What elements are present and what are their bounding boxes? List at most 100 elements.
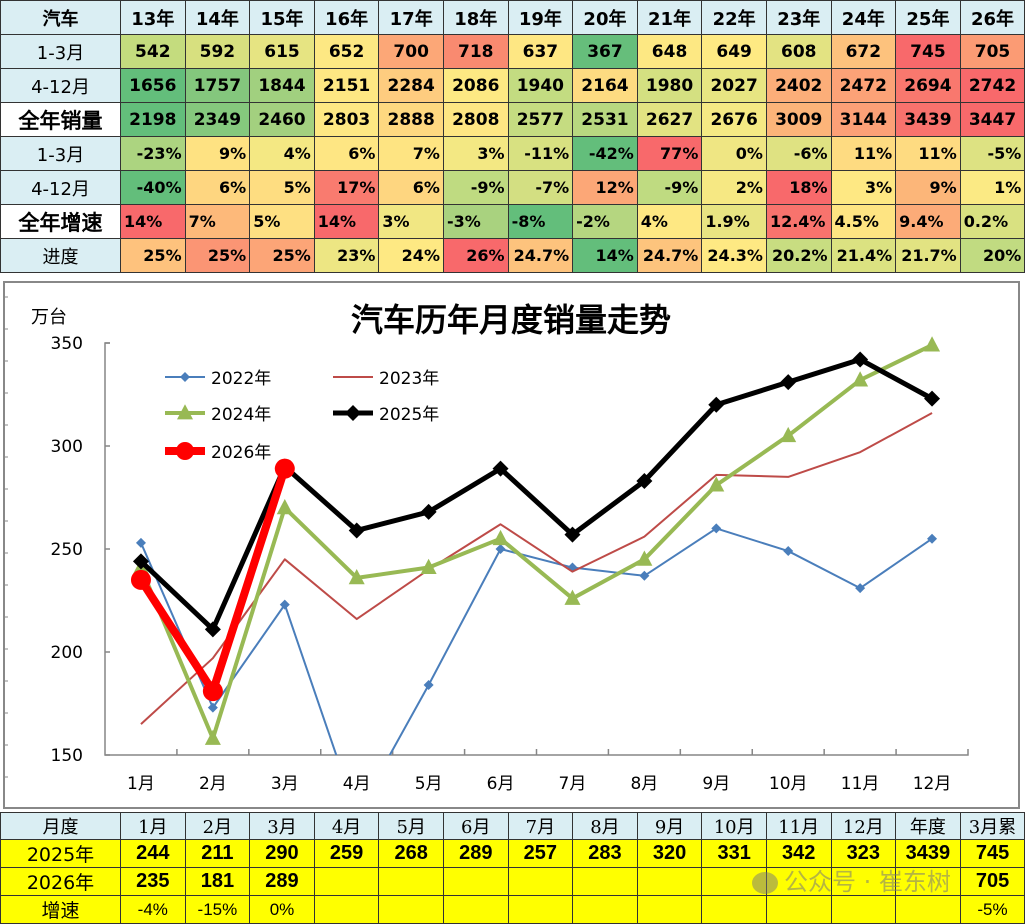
metric-cell: -2% xyxy=(572,204,638,239)
monthly-cell: 342 xyxy=(765,839,832,868)
monthly-cell xyxy=(572,895,638,924)
metric-cell: 1% xyxy=(959,170,1025,205)
metric-cell: 21.4% xyxy=(830,238,897,273)
metric-cell: 1844 xyxy=(249,68,315,103)
metric-cell: -5% xyxy=(959,136,1025,171)
metric-cell: 1757 xyxy=(184,68,251,103)
metric-cell: 12% xyxy=(572,170,638,205)
month-header: 6月 xyxy=(442,812,509,840)
metric-cell: 2086 xyxy=(442,68,509,103)
metric-cell: 24.3% xyxy=(701,238,767,273)
y-tick-label: 150 xyxy=(51,746,83,766)
metric-cell: 20% xyxy=(959,238,1025,273)
metric-cell: 1656 xyxy=(120,68,186,103)
legend-item: 2022年 xyxy=(165,369,271,389)
metric-cell: 648 xyxy=(636,34,703,69)
metric-cell: -9% xyxy=(442,170,509,205)
metric-cell: 14% xyxy=(313,204,380,239)
metric-cell: 7% xyxy=(184,204,251,239)
x-tick-label: 7月 xyxy=(559,774,587,794)
metric-cell: 9% xyxy=(895,170,961,205)
monthly-cell: 283 xyxy=(572,839,638,868)
monthly-cell xyxy=(636,895,703,924)
metric-cell: 745 xyxy=(895,34,961,69)
metric-row: 4-12月 1656 1757 1844 2151 2284 2086 1940 2164 198… xyxy=(0,68,1025,103)
metric-cell: 608 xyxy=(765,34,832,69)
month-header: 7月 xyxy=(507,812,574,840)
metric-cell: 3009 xyxy=(765,102,832,137)
metric-cell: 2531 xyxy=(572,102,638,137)
month-header: 10月 xyxy=(701,812,767,840)
legend-label: 2023年 xyxy=(379,369,439,389)
row-label: 1-3月 xyxy=(0,136,121,171)
year-header: 15年 xyxy=(249,0,315,35)
metric-cell: 2349 xyxy=(184,102,251,137)
monthly-cell: 268 xyxy=(378,839,444,868)
metric-cell: 77% xyxy=(636,136,703,171)
metric-cell: 24.7% xyxy=(507,238,574,273)
metric-cell: -11% xyxy=(507,136,574,171)
year-header: 16年 xyxy=(313,0,380,35)
row-label: 4-12月 xyxy=(0,68,121,103)
metric-cell: 2460 xyxy=(249,102,315,137)
x-tick-label: 11月 xyxy=(841,774,880,794)
month-header: 12月 xyxy=(830,812,897,840)
metric-cell: 3144 xyxy=(830,102,897,137)
y-tick-label: 300 xyxy=(51,437,83,457)
year-header: 25年 xyxy=(895,0,961,35)
metric-cell: 3% xyxy=(442,136,509,171)
y-axis-unit: 万台 xyxy=(31,307,67,328)
metric-cell: -6% xyxy=(765,136,832,171)
legend-item: 2026年 xyxy=(165,442,271,463)
series-2022年 xyxy=(135,523,938,755)
metric-row: 1-3月 -23% 9% 4% 6% 7% 3% -11% -42% 77% 0% -6% 11% 11%… xyxy=(0,136,1025,171)
monthly-cell: 244 xyxy=(120,839,186,868)
metric-cell: 3% xyxy=(378,204,444,239)
monthly-cell xyxy=(442,867,509,896)
metric-cell: 20.2% xyxy=(765,238,832,273)
legend-item: 2024年 xyxy=(165,404,271,425)
corner-label: 汽车 xyxy=(0,0,121,35)
metric-cell: 615 xyxy=(249,34,315,69)
metric-cell: 1980 xyxy=(636,68,703,103)
metric-cell: 2577 xyxy=(507,102,574,137)
series-2025年 xyxy=(132,351,941,638)
metric-cell: 649 xyxy=(701,34,767,69)
monthly-cell xyxy=(895,895,961,924)
metric-row: 进度 25% 25% 25% 23% 24% 26% 24.7% 14% 24.7% 24.3% 20… xyxy=(0,238,1025,273)
metric-cell: 5% xyxy=(249,170,315,205)
year-header: 23年 xyxy=(765,0,832,35)
legend-item: 2025年 xyxy=(333,405,439,425)
metric-cell: 1.9% xyxy=(701,204,767,239)
x-tick-label: 1月 xyxy=(127,774,155,794)
metric-cell: 9% xyxy=(184,136,251,171)
x-tick-label: 3月 xyxy=(271,774,299,794)
metric-cell: 3447 xyxy=(959,102,1025,137)
metric-cell: 637 xyxy=(507,34,574,69)
row-label: 2026年 xyxy=(0,867,121,896)
monthly-cell: 235 xyxy=(120,867,186,896)
metric-cell: 3% xyxy=(830,170,897,205)
year-header-row: 汽车 13年 14年 15年 16年 17年 18年 19年 20年 21年 22年 23年 24年 25… xyxy=(0,0,1025,35)
metric-cell: 7% xyxy=(378,136,444,171)
row-label: 4-12月 xyxy=(0,170,121,205)
metric-cell: 2198 xyxy=(120,102,186,137)
metric-cell: 2% xyxy=(701,170,767,205)
monthly-cell: 331 xyxy=(701,839,767,868)
metric-cell: 367 xyxy=(572,34,638,69)
annual-sales-table: 汽车 13年 14年 15年 16年 17年 18年 19年 20年 21年 22年 23年 24年 25… xyxy=(0,0,1025,273)
month-header: 3月累 xyxy=(959,812,1025,840)
metric-cell: -42% xyxy=(572,136,638,171)
x-tick-label: 12月 xyxy=(913,774,952,794)
month-header: 4月 xyxy=(313,812,380,840)
chart-canvas: 汽车历年月度销量走势 万台 150 200 250 300 350 1月 2月 3月 4月 5月 6月 7… xyxy=(5,296,969,794)
monthly-cell xyxy=(313,867,380,896)
monthly-cell: 320 xyxy=(636,839,703,868)
month-header: 1月 xyxy=(120,812,186,840)
metric-cell: 11% xyxy=(895,136,961,171)
x-tick-label: 5月 xyxy=(415,774,443,794)
series-2024年 xyxy=(132,336,941,745)
monthly-cell xyxy=(830,895,897,924)
month-header: 月度 xyxy=(0,812,121,840)
chart-title: 汽车历年月度销量走势 xyxy=(351,301,671,339)
